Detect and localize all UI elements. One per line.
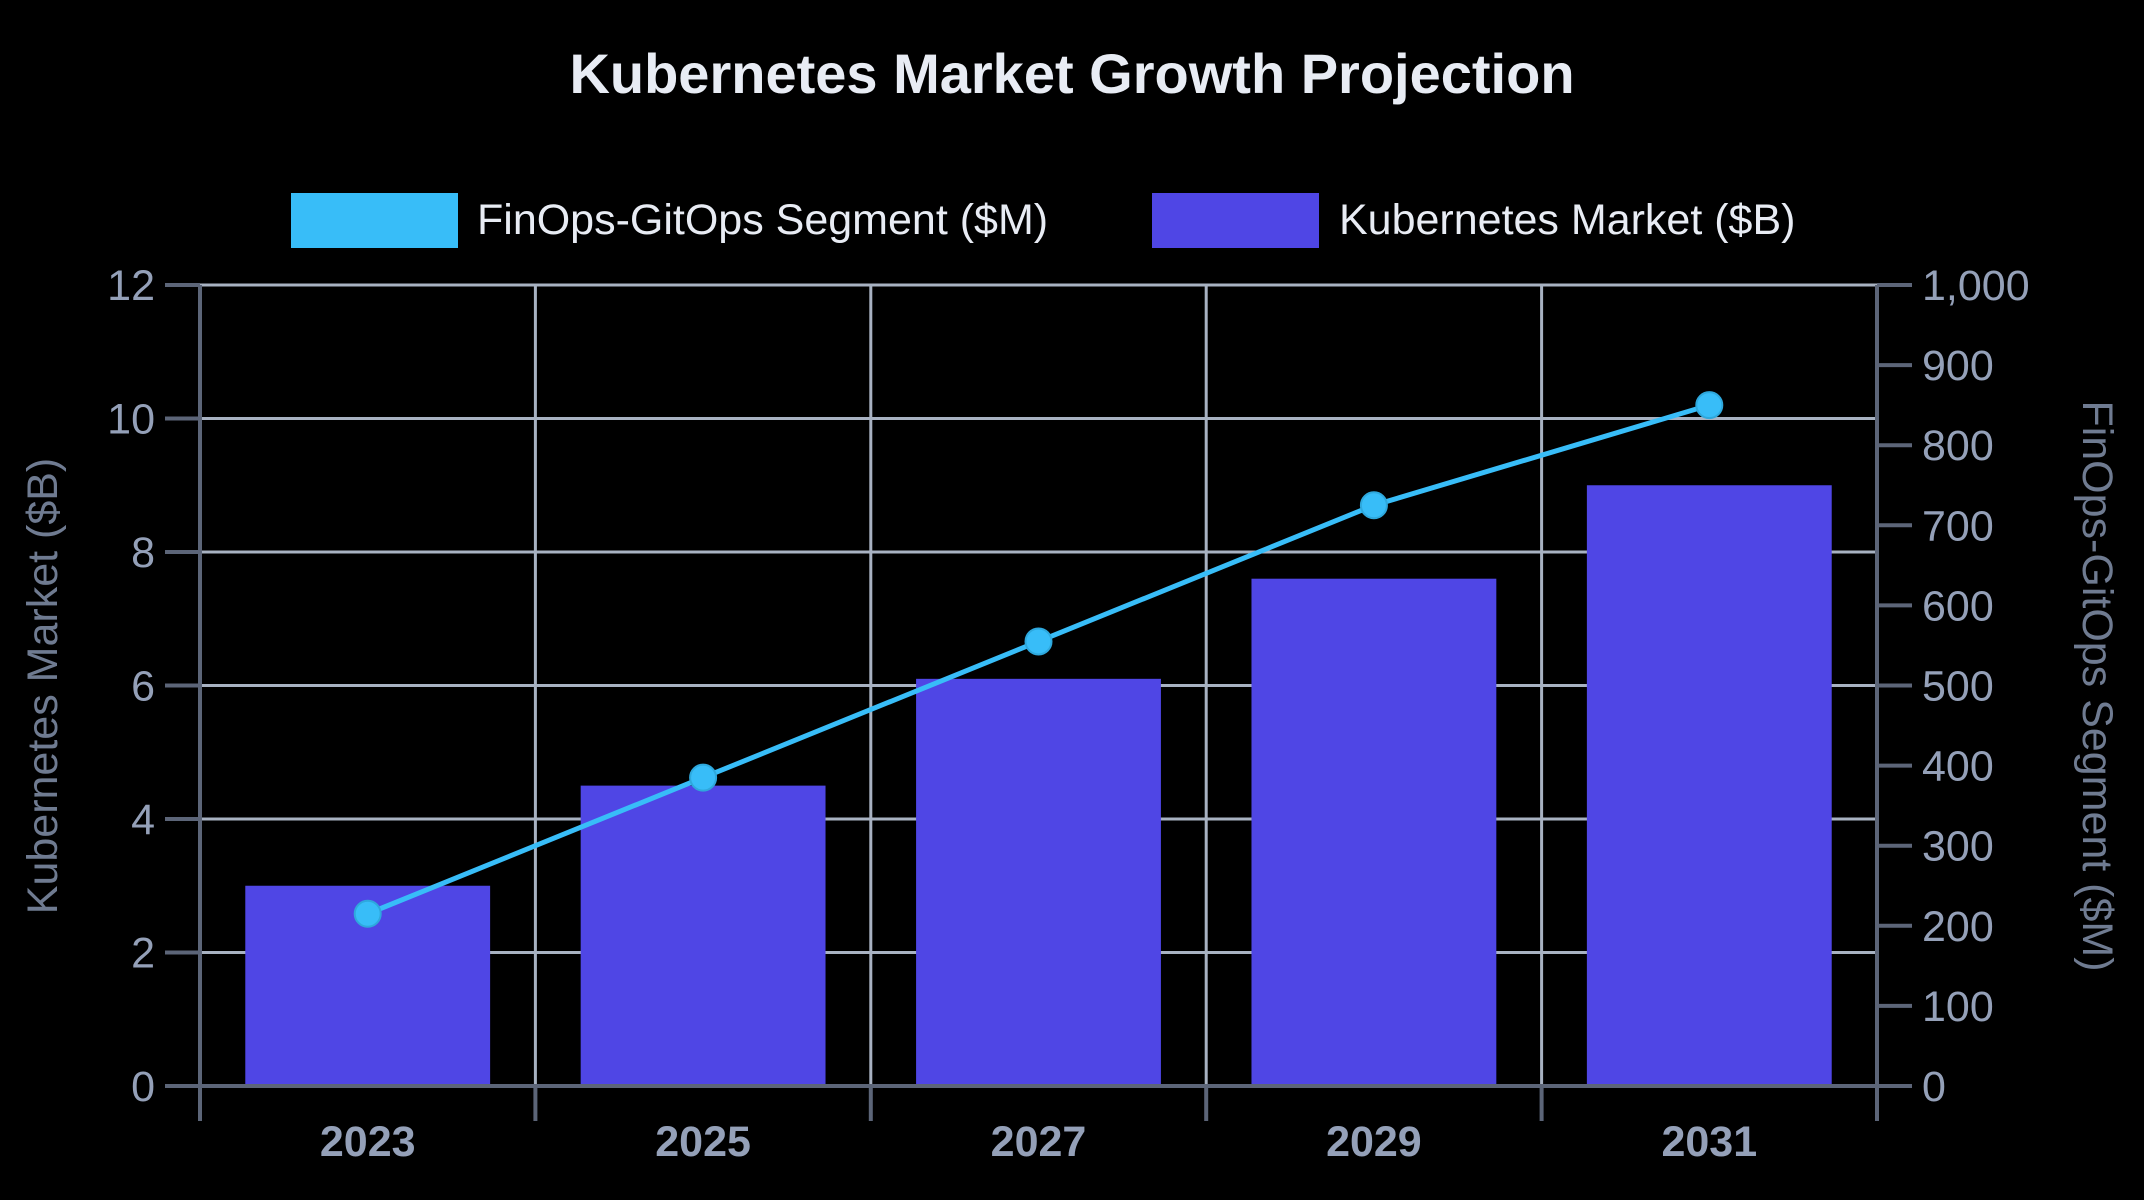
y-right-tick-label-900: 900 — [1922, 342, 1994, 390]
chart-title: Kubernetes Market Growth Projection — [569, 42, 1574, 105]
legend-swatch-finops-gitops — [291, 193, 458, 248]
y-right-tick-label-600: 600 — [1922, 582, 1994, 630]
y-right-tick-label-0: 0 — [1922, 1063, 1946, 1111]
bar-2031 — [1586, 485, 1832, 1086]
legend-label-kubernetes-market: Kubernetes Market ($B) — [1339, 196, 1795, 244]
y-left-tick-label-2: 2 — [131, 930, 155, 978]
y-right-tick-label-500: 500 — [1922, 663, 1994, 711]
line-point-2023 — [353, 899, 382, 928]
y-right-tick-label-100: 100 — [1922, 983, 1994, 1031]
line-series — [353, 391, 1724, 928]
y-right-tick-label-200: 200 — [1922, 903, 1994, 951]
legend: FinOps-GitOps Segment ($M) Kubernetes Ma… — [291, 193, 1795, 248]
y-right-tick-label-800: 800 — [1922, 422, 1994, 470]
x-tick-label-2025: 2025 — [655, 1118, 751, 1166]
y-left-tick-label-10: 10 — [107, 396, 155, 444]
legend-swatch-kubernetes-market — [1152, 193, 1319, 248]
y-left-tick-label-12: 12 — [107, 262, 155, 310]
x-tick-label-2029: 2029 — [1326, 1118, 1422, 1166]
y-right-tick-label-700: 700 — [1922, 502, 1994, 550]
y-right-tick-label-400: 400 — [1922, 743, 1994, 791]
y-axis-left-label: Kubernetes Market ($B) — [19, 458, 67, 914]
line-point-2029 — [1359, 491, 1388, 520]
y-axis-right-label: FinOps-GitOps Segment ($M) — [2073, 400, 2121, 971]
line-point-2025 — [689, 763, 718, 792]
bar-series — [245, 485, 1832, 1086]
y-left-tick-label-6: 6 — [131, 663, 155, 711]
bar-2027 — [916, 678, 1161, 1086]
bar-2025 — [580, 785, 826, 1086]
x-tick-label-2023: 2023 — [320, 1118, 416, 1166]
axes: 0 2 4 6 8 10 12 0 100 200 300 400 500 600 700 800 900 1,0… — [107, 262, 2029, 1166]
legend-label-finops-gitops: FinOps-GitOps Segment ($M) — [477, 196, 1048, 244]
line-point-2027 — [1024, 627, 1053, 656]
x-tick-label-2027: 2027 — [991, 1118, 1087, 1166]
y-left-tick-label-0: 0 — [131, 1063, 155, 1111]
x-tick-label-2031: 2031 — [1661, 1118, 1757, 1166]
y-left-tick-label-4: 4 — [131, 796, 155, 844]
line-point-2031 — [1695, 391, 1724, 420]
y-right-tick-label-300: 300 — [1922, 823, 1994, 871]
y-right-tick-label-1-000: 1,000 — [1922, 262, 2030, 310]
bar-2029 — [1251, 578, 1497, 1086]
y-left-tick-label-8: 8 — [131, 529, 155, 577]
